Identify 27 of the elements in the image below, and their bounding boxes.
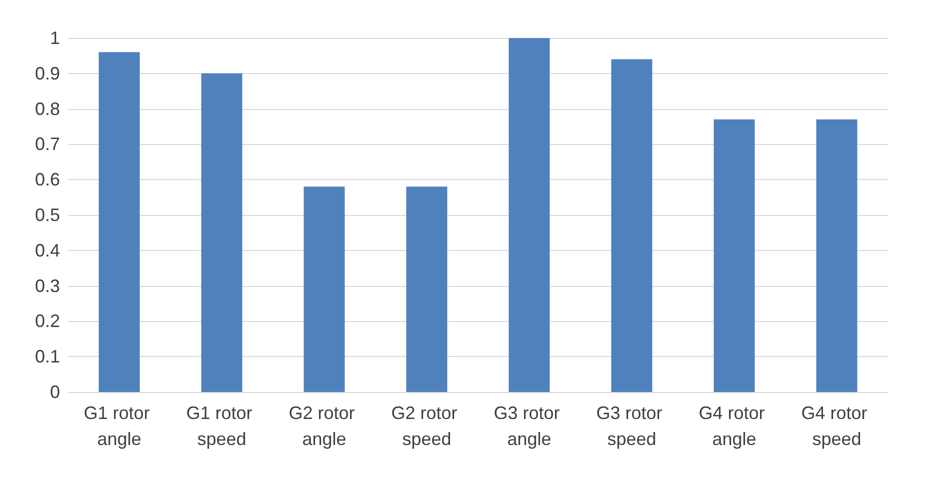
x-tick-label: G2 rotor angle (288, 403, 360, 449)
x-tick-label: G3 rotor angle (494, 403, 565, 449)
y-tick-label: 0.2 (34, 311, 60, 332)
y-tick-label: 0.3 (34, 276, 60, 296)
x-tick-label: G4 rotor speed (801, 403, 872, 449)
bar (611, 59, 652, 392)
y-tick-label: 0.8 (34, 98, 60, 119)
y-tick-label: 0.1 (34, 346, 60, 367)
y-tick-label: 0 (50, 382, 60, 402)
y-tick-label: 0.9 (34, 63, 60, 84)
y-tick-label: 1 (50, 28, 60, 48)
bar (304, 186, 345, 392)
x-tick-label: G2 rotor speed (391, 403, 462, 449)
bar (406, 186, 448, 392)
x-tick-label: G1 rotor speed (186, 403, 258, 449)
bar (816, 119, 858, 392)
y-tick-label: 0.7 (34, 134, 60, 154)
x-tick-label: G4 rotor angle (698, 403, 770, 449)
bar (201, 73, 242, 392)
y-tick-label: 0.4 (34, 240, 60, 260)
x-tick-label: G3 rotor speed (596, 403, 668, 449)
bar (508, 38, 550, 392)
y-tick-label: 0.5 (34, 205, 60, 225)
y-tick-label: 0.6 (34, 170, 60, 190)
bar (98, 52, 140, 392)
x-tick-label: G1 rotor angle (84, 403, 155, 449)
bar (714, 119, 755, 392)
